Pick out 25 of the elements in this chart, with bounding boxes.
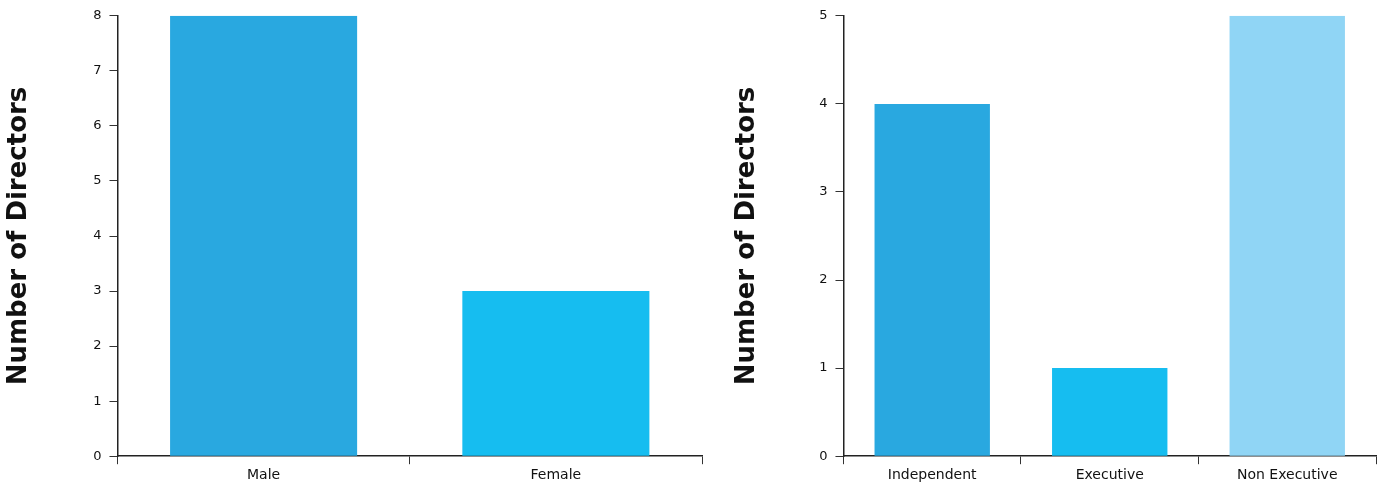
bar — [1229, 15, 1345, 456]
x-tick-label: Female — [530, 466, 582, 483]
y-axis-title: Number of Directors — [730, 86, 761, 386]
y-tick-label: 2 — [819, 271, 828, 287]
y-tick-label: 3 — [93, 282, 102, 298]
y-axis-title: Number of Directors — [2, 86, 33, 386]
y-tick-label: 1 — [819, 359, 828, 375]
bar — [874, 103, 990, 456]
y-tick-label: 6 — [93, 117, 102, 133]
y-tick-label: 4 — [93, 227, 102, 243]
y-tick-label: 8 — [93, 7, 102, 23]
x-tick-label: Non Executive — [1236, 466, 1338, 483]
y-tick-label: 1 — [93, 392, 102, 408]
y-tick-label: 7 — [93, 62, 102, 78]
y-tick-label: 0 — [819, 447, 828, 463]
x-tick-label: Male — [247, 466, 281, 483]
x-tick-label: Executive — [1075, 466, 1144, 483]
y-tick-label: 4 — [819, 95, 828, 111]
y-tick-label: 2 — [93, 337, 102, 353]
y-tick-label: 0 — [93, 447, 102, 463]
y-tick-label: 5 — [93, 172, 102, 188]
y-tick-label: 3 — [819, 183, 828, 199]
y-tick-label: 5 — [819, 7, 828, 23]
bar — [1052, 368, 1168, 456]
x-tick-label: Independent — [887, 466, 978, 483]
